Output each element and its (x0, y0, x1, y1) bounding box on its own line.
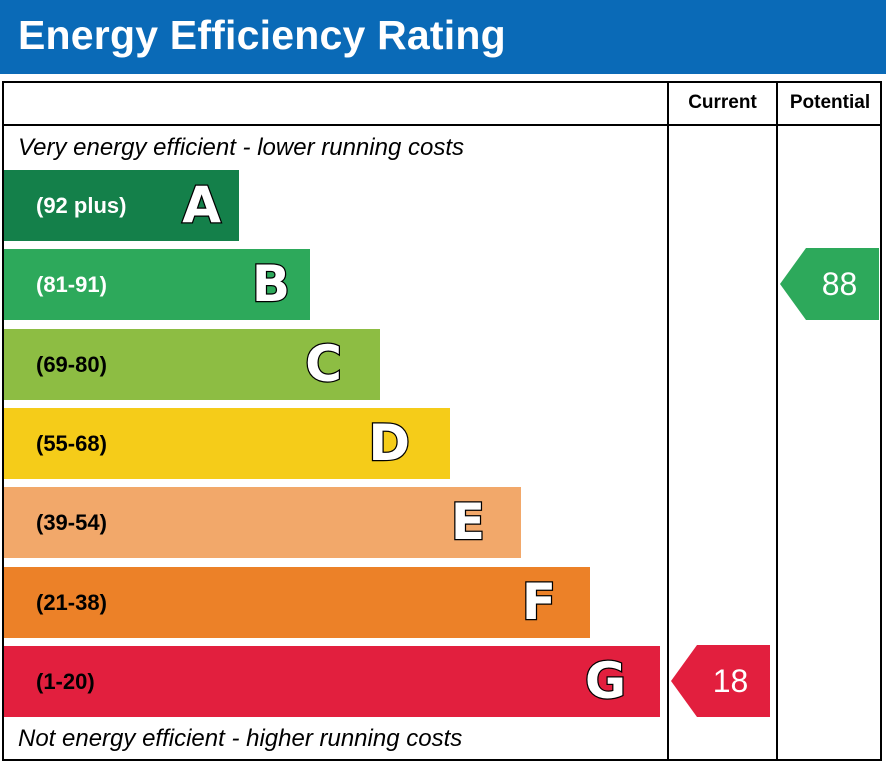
current-column-divider (667, 81, 669, 761)
bottom-caption: Not energy efficient - higher running co… (18, 725, 463, 752)
band-range-label: (1-20) (36, 669, 95, 694)
band-d: (55-68) D (4, 408, 450, 479)
potential-arrow-shape (780, 248, 879, 320)
header-divider (2, 124, 882, 126)
band-range-label: (21-38) (36, 590, 107, 615)
band-a: (92 plus) A (4, 170, 239, 241)
band-g: (1-20) G (4, 646, 660, 717)
band-letter: E (450, 492, 487, 553)
current-rating-arrow: 18 (671, 645, 770, 717)
band-f: (21-38) F (4, 567, 590, 638)
band-range-label: (69-80) (36, 352, 107, 377)
band-letter: B (251, 254, 292, 315)
band-c: (69-80) C (4, 329, 380, 400)
band-letter: D (367, 413, 411, 474)
header-bar: Energy Efficiency Rating (0, 0, 886, 74)
band-letter: G (584, 651, 628, 712)
band-letter: C (304, 334, 343, 395)
potential-column-divider (776, 81, 778, 761)
potential-column-header: Potential (789, 92, 871, 113)
band-range-label: (81-91) (36, 272, 107, 297)
chart-title: Energy Efficiency Rating (18, 12, 506, 58)
band-b: (81-91) B (4, 249, 310, 320)
band-letter: F (521, 572, 558, 633)
band-range-label: (92 plus) (36, 193, 127, 218)
current-column-header: Current (688, 92, 757, 113)
chart-frame (2, 81, 882, 761)
current-rating-value: 18 (712, 663, 749, 699)
potential-rating-value: 88 (821, 266, 858, 302)
current-arrow-shape (671, 645, 770, 717)
band-range-label: (39-54) (36, 510, 107, 535)
band-e: (39-54) E (4, 487, 521, 558)
band-letter: A (181, 175, 222, 236)
top-caption: Very energy efficient - lower running co… (18, 134, 464, 161)
band-range-label: (55-68) (36, 431, 107, 456)
potential-rating-arrow: 88 (780, 248, 879, 320)
